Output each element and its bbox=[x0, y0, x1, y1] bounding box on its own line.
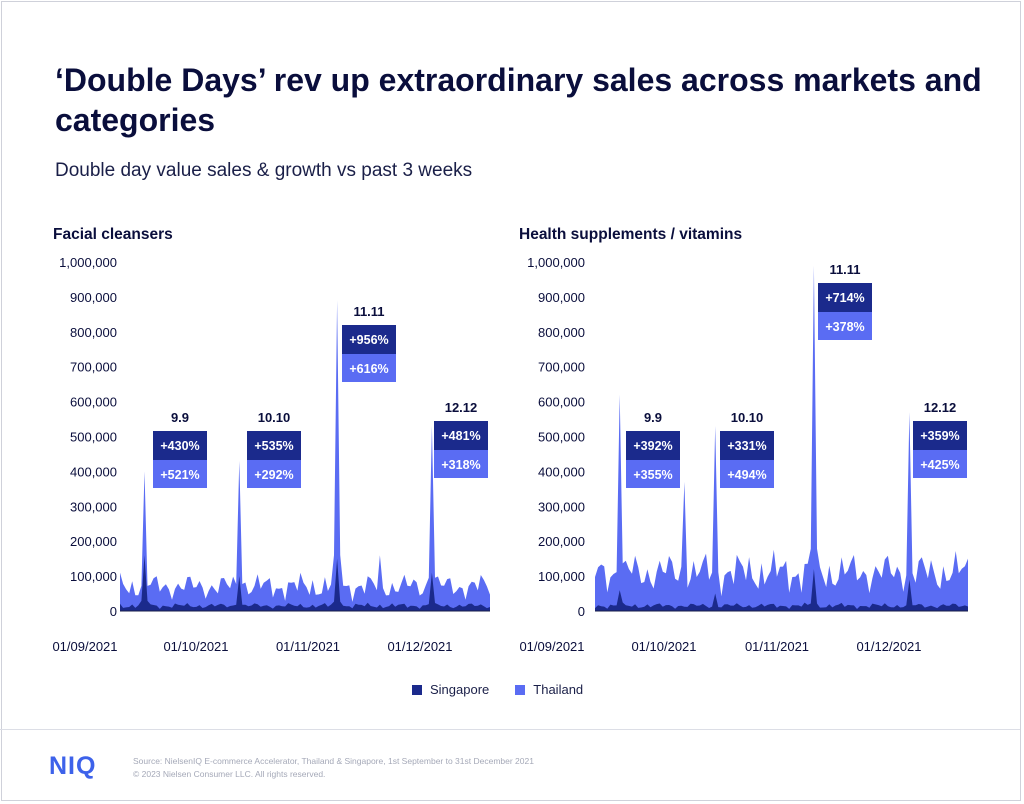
chart2-y-tick-label: 300,000 bbox=[538, 499, 585, 514]
chart1-annotation-box-thailand bbox=[247, 460, 301, 488]
chart2-annotation-singapore: +392% bbox=[633, 439, 672, 453]
legend-item-thailand: Thailand bbox=[515, 682, 583, 697]
chart2-annotation-box-singapore bbox=[626, 431, 680, 460]
legend-swatch-singapore bbox=[412, 684, 422, 695]
chart2-x-tick-label: 01/10/2021 bbox=[631, 639, 696, 654]
chart1-y-tick-label: 300,000 bbox=[70, 499, 117, 514]
legend-label-singapore: Singapore bbox=[430, 682, 490, 697]
chart2-annotation-box-thailand bbox=[626, 460, 680, 488]
chart1-x-tick-label: 01/09/2021 bbox=[52, 639, 117, 654]
footer-divider bbox=[0, 729, 1020, 730]
chart2-y-tick-label: 600,000 bbox=[538, 395, 585, 410]
chart1-area-thailand bbox=[120, 300, 490, 611]
chart2-y-tick-label: 200,000 bbox=[538, 534, 585, 549]
chart2-y-tick-label: 800,000 bbox=[538, 325, 585, 340]
copyright-line: © 2023 Nielsen Consumer LLC. All rights … bbox=[133, 769, 326, 779]
chart1-annotation-box-thailand bbox=[342, 354, 396, 382]
legend-label-thailand: Thailand bbox=[533, 682, 584, 697]
chart1-annotation-singapore: +535% bbox=[254, 439, 293, 453]
chart2-area-thailand bbox=[595, 265, 968, 611]
source-note: Source: NielsenIQ E-commerce Accelerator… bbox=[133, 755, 534, 781]
chart1-x-tick-label: 01/11/2021 bbox=[276, 639, 340, 654]
chart1-y-tick-label: 900,000 bbox=[70, 290, 117, 305]
chart1-annotation-thailand: +318% bbox=[441, 458, 480, 472]
chart2-y-tick-label: 700,000 bbox=[538, 360, 585, 375]
chart2-annotation-singapore: +714% bbox=[825, 291, 864, 305]
chart1-y-tick-label: 400,000 bbox=[70, 464, 117, 479]
chart1-annotation-box-singapore bbox=[342, 325, 396, 354]
chart2-x-tick-label: 01/09/2021 bbox=[519, 639, 584, 654]
chart1-y-tick-label: 1,000,000 bbox=[59, 255, 117, 270]
chart1-annotation-singapore: +481% bbox=[441, 429, 480, 443]
chart1-y-tick-label: 100,000 bbox=[70, 569, 117, 584]
chart1-y-tick-label: 600,000 bbox=[70, 395, 117, 410]
chart1-annotation-thailand: +521% bbox=[160, 468, 199, 482]
page-title: ‘Double Days’ rev up extraordinary sales… bbox=[55, 62, 982, 138]
chart1-x-tick-label: 01/10/2021 bbox=[163, 639, 228, 654]
chart2-y-tick-label: 400,000 bbox=[538, 464, 585, 479]
chart1-annotation-box-singapore bbox=[153, 431, 207, 460]
page-subtitle: Double day value sales & growth vs past … bbox=[55, 160, 473, 181]
chart2-annotation-box-singapore bbox=[720, 431, 774, 460]
niq-logo: NIQ bbox=[49, 752, 97, 780]
chart1-annotation-label: 10.10 bbox=[258, 410, 291, 425]
chart1-y-tick-label: 0 bbox=[110, 604, 117, 619]
source-line: Source: NielsenIQ E-commerce Accelerator… bbox=[133, 756, 534, 766]
chart1-y-tick-label: 800,000 bbox=[70, 325, 117, 340]
chart2-y-tick-label: 900,000 bbox=[538, 290, 585, 305]
chart2-annotation-thailand: +425% bbox=[920, 458, 959, 472]
chart1-annotation-box-singapore bbox=[247, 431, 301, 460]
chart1-annotation-label: 9.9 bbox=[171, 410, 189, 425]
chart1-y-tick-label: 500,000 bbox=[70, 430, 117, 445]
chart2-y-tick-label: 0 bbox=[578, 604, 585, 619]
chart2-y-tick-label: 100,000 bbox=[538, 569, 585, 584]
chart2-annotation-box-thailand bbox=[818, 312, 872, 340]
chart2-annotation-singapore: +331% bbox=[727, 439, 766, 453]
chart2-annotation-thailand: +355% bbox=[633, 468, 672, 482]
chart1-annotation-singapore: +956% bbox=[349, 333, 388, 347]
chart1-annotation-label: 12.12 bbox=[445, 400, 478, 415]
chart1-annotation-label: 11.11 bbox=[353, 304, 384, 319]
chart2-x-tick-label: 01/11/2021 bbox=[745, 639, 809, 654]
chart1-annotation-box-thailand bbox=[153, 460, 207, 488]
chart2-annotation-label: 10.10 bbox=[731, 410, 764, 425]
chart1-x-tick-label: 01/12/2021 bbox=[387, 639, 452, 654]
chart1-y-tick-label: 700,000 bbox=[70, 360, 117, 375]
chart2-annotation-box-thailand bbox=[720, 460, 774, 488]
chart2-annotation-box-singapore bbox=[818, 283, 872, 312]
chart2-annotation-singapore: +359% bbox=[920, 429, 959, 443]
chart2-annotation-box-singapore bbox=[913, 421, 967, 450]
chart1-annotation-box-singapore bbox=[434, 421, 488, 450]
chart2-annotation-label: 9.9 bbox=[644, 410, 662, 425]
chart2-y-tick-label: 1,000,000 bbox=[527, 255, 585, 270]
chart2-area-singapore bbox=[595, 569, 968, 611]
legend-swatch-thailand bbox=[515, 684, 526, 695]
chart1-annotation-thailand: +292% bbox=[254, 468, 293, 482]
chart2-y-tick-label: 500,000 bbox=[538, 430, 585, 445]
chart2-title: Health supplements / vitamins bbox=[519, 226, 742, 243]
chart2-annotation-label: 11.11 bbox=[829, 262, 860, 277]
chart1-y-tick-label: 200,000 bbox=[70, 534, 117, 549]
chart1-title: Facial cleansers bbox=[53, 226, 173, 243]
chart2-annotation-thailand: +378% bbox=[825, 320, 864, 334]
legend-item-singapore: Singapore bbox=[412, 682, 489, 697]
chart1-annotation-box-thailand bbox=[434, 450, 488, 478]
chart2-x-tick-label: 01/12/2021 bbox=[856, 639, 921, 654]
chart2-annotation-box-thailand bbox=[913, 450, 967, 478]
chart2-annotation-label: 12.12 bbox=[924, 400, 957, 415]
chart-legend: Singapore Thailand bbox=[412, 682, 583, 697]
chart1-annotation-thailand: +616% bbox=[349, 362, 388, 376]
chart2-annotation-thailand: +494% bbox=[727, 468, 766, 482]
chart1-annotation-singapore: +430% bbox=[160, 439, 199, 453]
